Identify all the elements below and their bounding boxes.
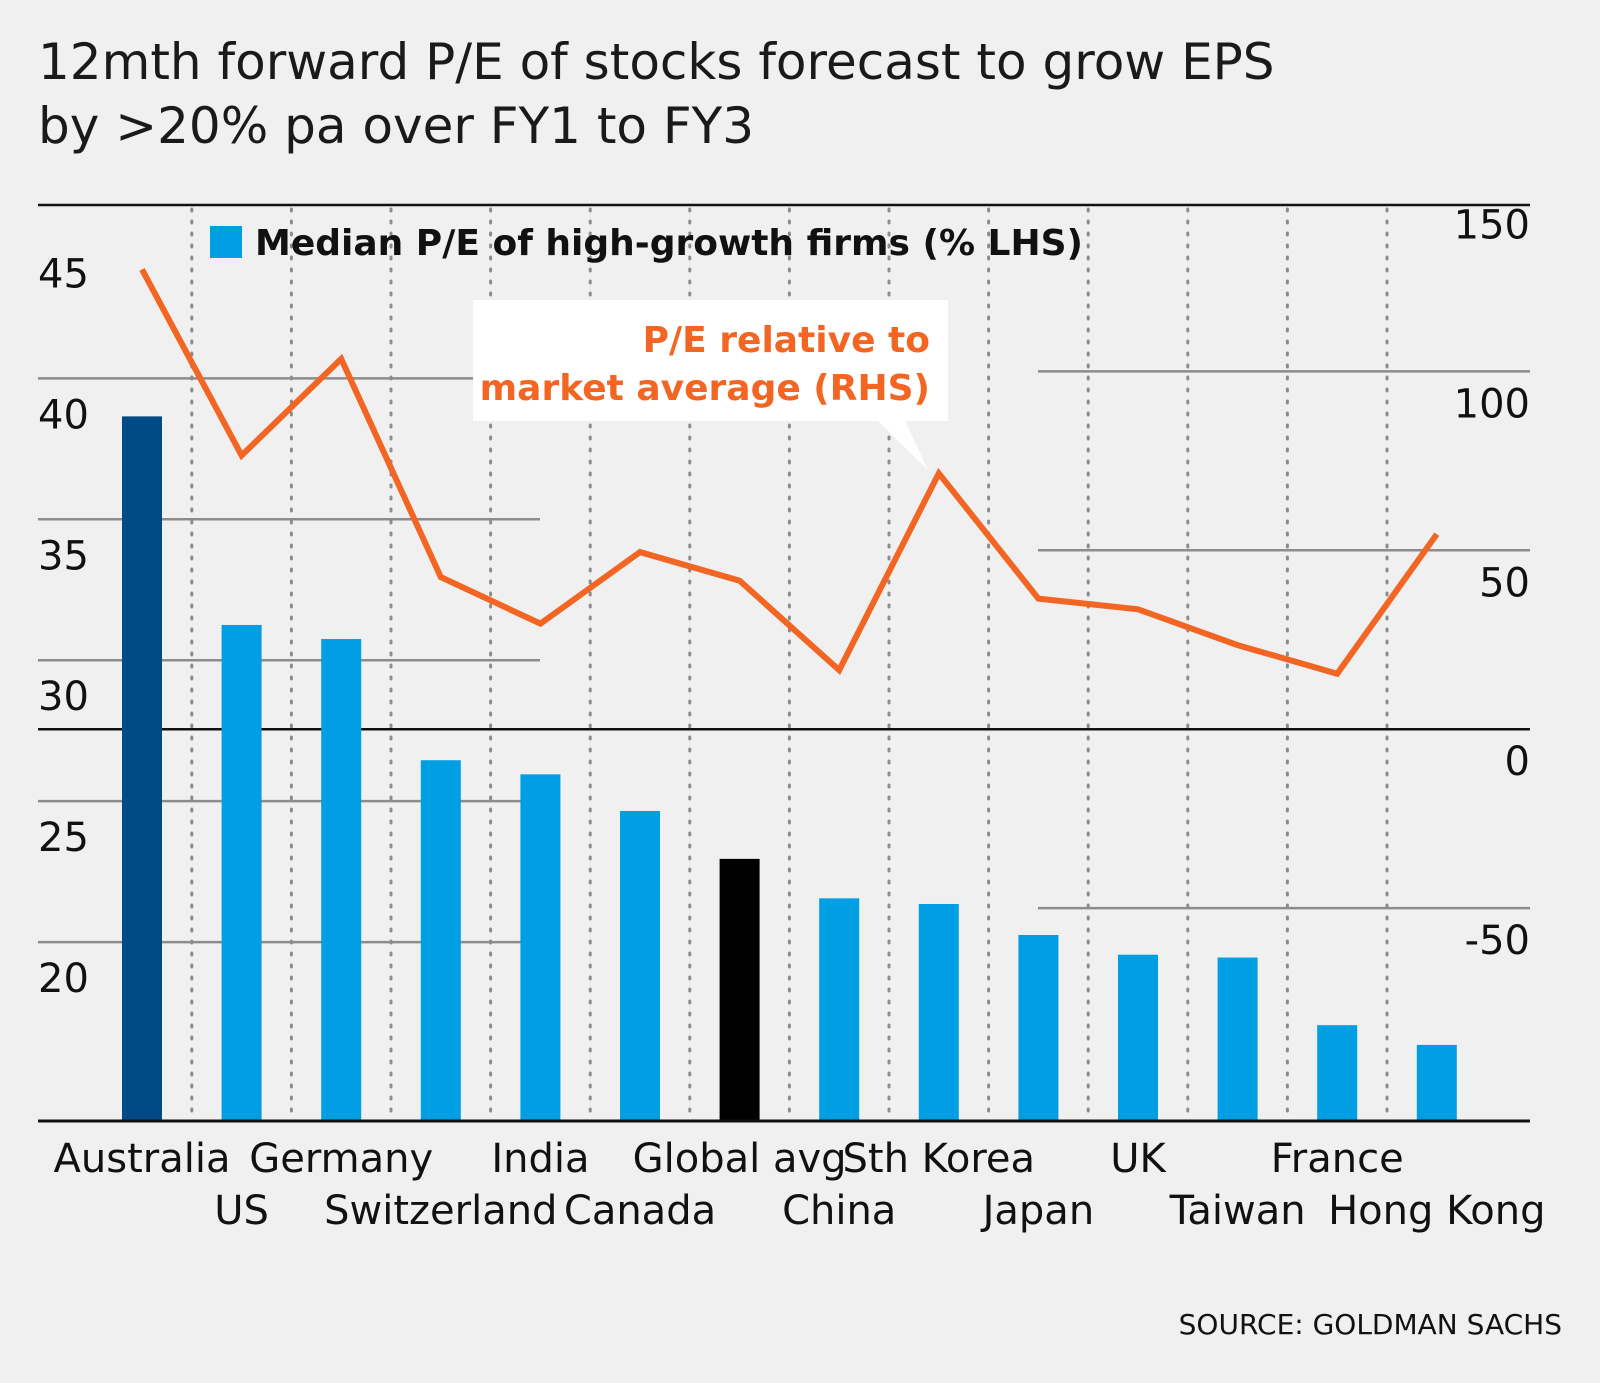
- bar-global-avg: [719, 858, 760, 1121]
- bar-japan: [1018, 934, 1059, 1121]
- category-label-hong-kong: Hong Kong: [1328, 1188, 1545, 1234]
- legend-label-bars: Median P/E of high-growth firms (% LHS): [255, 223, 1083, 264]
- series-line: [139, 267, 1440, 678]
- callout-box: [473, 300, 948, 470]
- left-tick-label: 45: [38, 251, 89, 297]
- bar-australia: [122, 416, 162, 1121]
- bar-france: [1317, 1025, 1358, 1121]
- category-label-australia: Australia: [54, 1136, 231, 1182]
- bar-uk: [1118, 954, 1158, 1121]
- left-tick-label: 40: [38, 392, 89, 438]
- category-label-global-avg: Global avg: [633, 1136, 847, 1182]
- right-tick-label: -50: [1465, 918, 1530, 964]
- bar-germany: [321, 639, 362, 1121]
- callout-label-line-2: market average (RHS): [480, 368, 930, 409]
- bar-canada: [620, 810, 660, 1121]
- left-tick-label: 30: [38, 674, 89, 720]
- category-label-us: US: [214, 1188, 269, 1234]
- bar-taiwan: [1217, 957, 1258, 1121]
- bar-sth-korea: [918, 903, 959, 1121]
- category-label-sth-korea: Sth Korea: [843, 1136, 1036, 1182]
- left-tick-label: 35: [38, 533, 89, 579]
- category-label-switzerland: Switzerland: [324, 1188, 557, 1234]
- right-tick-label: 50: [1479, 560, 1530, 606]
- category-label-uk: UK: [1110, 1136, 1167, 1182]
- bar-china: [819, 898, 860, 1121]
- category-label-india: India: [491, 1136, 589, 1182]
- chart-title-line-1: 12mth forward P/E of stocks forecast to …: [38, 33, 1275, 91]
- category-label-germany: Germany: [249, 1136, 433, 1182]
- category-label-france: France: [1271, 1136, 1404, 1182]
- category-label-canada: Canada: [564, 1188, 716, 1234]
- right-tick-label: 100: [1454, 381, 1530, 427]
- bar-switzerland: [420, 760, 461, 1121]
- legend-bars: Median P/E of high-growth firms (% LHS): [210, 223, 1083, 264]
- right-tick-label: 150: [1454, 202, 1530, 248]
- legend-swatch-bars: [210, 226, 242, 258]
- category-label-china: China: [782, 1188, 896, 1234]
- chart-title-line-2: by >20% pa over FY1 to FY3: [38, 97, 755, 155]
- line-callout: P/E relative to market average (RHS): [473, 300, 948, 470]
- left-tick-label: 20: [38, 956, 89, 1002]
- bar-us: [221, 624, 262, 1121]
- category-label-taiwan: Taiwan: [1169, 1188, 1306, 1234]
- source-note: SOURCE: GOLDMAN SACHS: [1178, 1308, 1562, 1341]
- category-label-japan: Japan: [980, 1188, 1095, 1234]
- bar-hong-kong: [1416, 1044, 1457, 1121]
- chart-title: 12mth forward P/E of stocks forecast to …: [38, 30, 1538, 158]
- bar-india: [520, 774, 561, 1121]
- callout-label-line-1: P/E relative to: [643, 320, 930, 361]
- right-tick-label: 0: [1505, 739, 1530, 785]
- left-tick-label: 25: [38, 815, 89, 861]
